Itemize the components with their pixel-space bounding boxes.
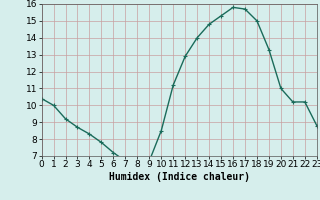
X-axis label: Humidex (Indice chaleur): Humidex (Indice chaleur) — [109, 172, 250, 182]
